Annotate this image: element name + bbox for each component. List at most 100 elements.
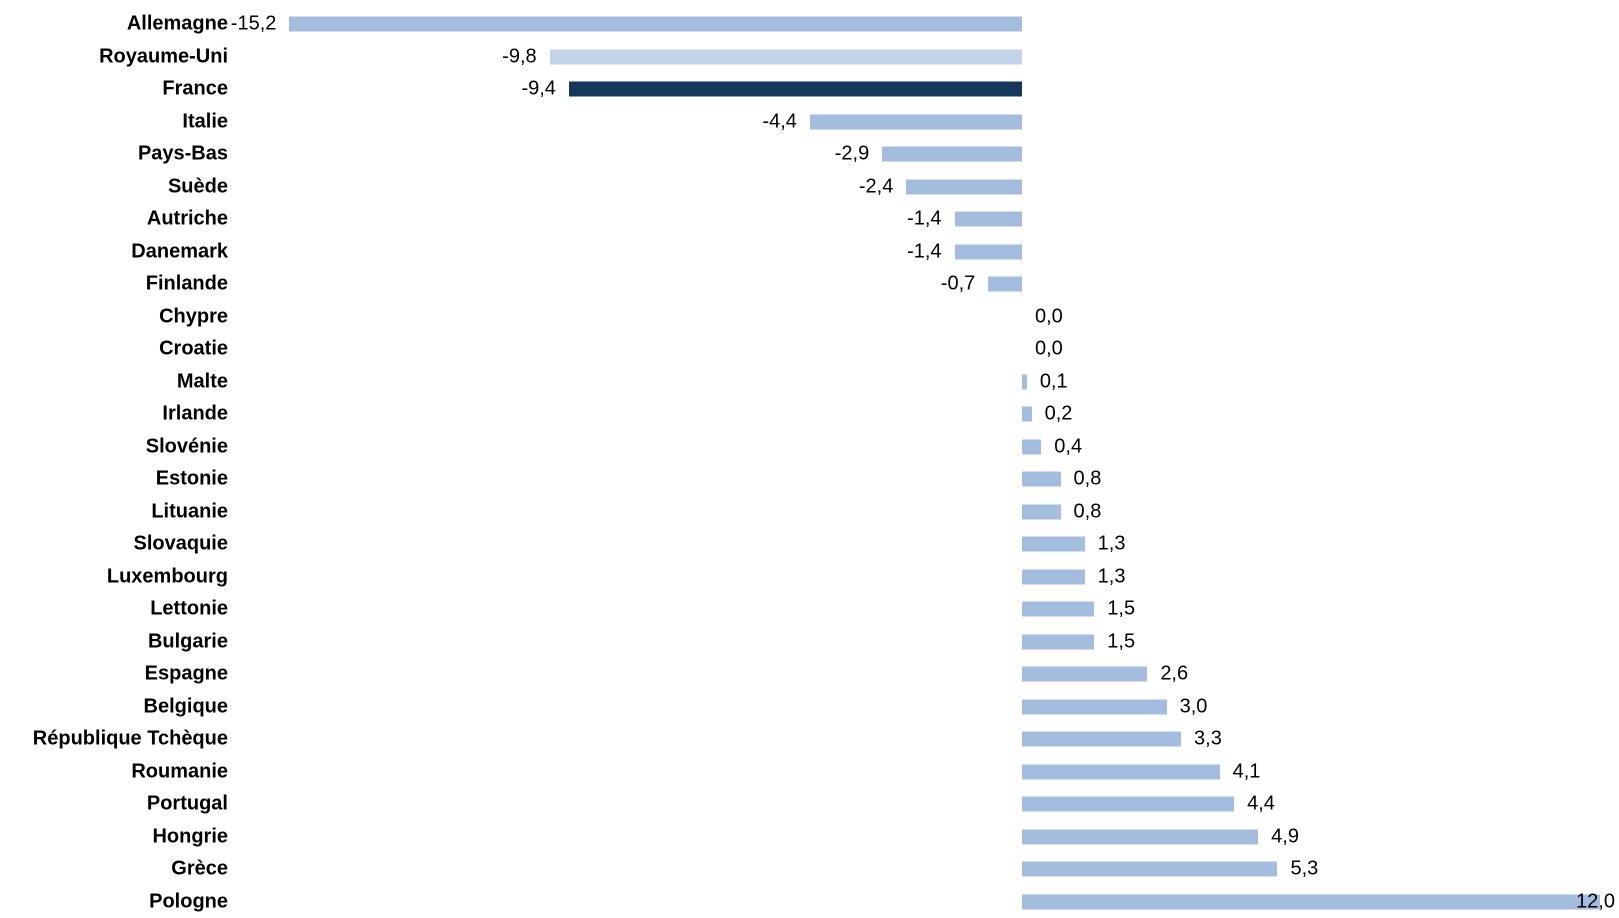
chart-row: Malte 0,1 [0,366,1619,399]
bar [1022,471,1061,487]
chart-row: Slovénie 0,4 [0,431,1619,464]
bar [1022,731,1182,747]
country-label: Luxembourg [106,565,228,588]
country-label: Belgique [143,695,228,718]
chart-row: Pays-Bas -2,9 [0,138,1619,171]
country-label: Suède [167,175,228,198]
bar [1022,699,1167,715]
value-label: -2,9 [834,142,870,165]
bar [1022,894,1601,910]
bar [1022,504,1061,520]
value-label: 2,6 [1160,662,1189,685]
chart-row: Danemark -1,4 [0,236,1619,269]
country-label: Slovaquie [133,532,228,555]
country-label: Finlande [145,272,228,295]
country-label: Croatie [159,337,228,360]
bar [906,179,1022,195]
bar [549,49,1022,65]
value-label: 1,3 [1097,565,1126,588]
chart-row: Autriche -1,4 [0,203,1619,236]
bar [1022,666,1148,682]
chart-row: Slovaquie 1,3 [0,528,1619,561]
country-label: Roumanie [131,760,228,783]
bar [1022,764,1220,780]
value-label: -2,4 [858,175,894,198]
country-label: Estonie [155,467,228,490]
chart-row: Croatie 0,0 [0,333,1619,366]
bar [1022,536,1085,552]
value-label: 0,0 [1035,337,1063,360]
country-label: Bulgarie [147,630,228,653]
value-label: 0,8 [1073,500,1102,523]
country-label: Portugal [146,792,228,815]
country-label: Lettonie [150,597,228,620]
chart-row: Italie -4,4 [0,106,1619,139]
bar [954,244,1022,260]
country-label: République Tchèque [32,727,228,750]
value-label: -9,4 [521,77,556,100]
bar [1022,634,1095,650]
country-label: Autriche [146,207,228,230]
value-label: 1,3 [1097,532,1126,555]
country-label: Chypre [159,305,228,328]
bar [809,114,1022,130]
country-label: Italie [182,110,228,133]
value-label: 0,1 [1039,370,1068,393]
bar [289,16,1022,32]
chart-row: Belgique 3,0 [0,691,1619,724]
chart-row: Bulgarie 1,5 [0,626,1619,659]
value-label: -9,8 [502,45,537,68]
bar [1022,601,1095,617]
chart-row: Espagne 2,6 [0,658,1619,691]
bar [1022,439,1042,455]
country-label: Royaume-Uni [99,45,228,68]
chart-row: Lettonie 1,5 [0,593,1619,626]
chart-row: Pologne 12,0 [0,886,1619,918]
bar [882,146,1022,162]
value-label: -4,4 [762,110,797,133]
value-label: 12,0 [1576,890,1615,913]
bar [1022,406,1032,422]
value-label: 0,0 [1035,305,1063,328]
value-label: 0,4 [1054,435,1083,458]
country-label: Allemagne [126,12,228,35]
country-label: Danemark [131,240,228,263]
bar [1022,796,1235,812]
country-label: France [162,77,228,100]
chart-row: Allemagne -15,2 [0,8,1619,41]
bar [568,81,1022,97]
value-label: 4,4 [1247,792,1275,815]
country-label: Slovénie [145,435,228,458]
country-label: Pologne [149,890,228,913]
value-label: 3,0 [1179,695,1208,718]
bar [1022,829,1259,845]
chart-row: Finlande -0,7 [0,268,1619,301]
chart-row: République Tchèque 3,3 [0,723,1619,756]
chart-row: Chypre 0,0 [0,301,1619,334]
country-label: Malte [176,370,228,393]
chart-row: Hongrie 4,9 [0,821,1619,854]
chart-row: Grèce 5,3 [0,853,1619,886]
country-label: Pays-Bas [137,142,228,165]
value-label: 5,3 [1290,857,1319,880]
bar [988,276,1022,292]
value-label: 1,5 [1107,597,1136,620]
chart-row: France -9,4 [0,73,1619,106]
chart-row: Roumanie 4,1 [0,756,1619,789]
bar [1022,374,1027,390]
country-label: Grèce [171,857,228,880]
value-label: 1,5 [1107,630,1136,653]
country-label: Espagne [144,662,228,685]
chart-row: Royaume-Uni -9,8 [0,41,1619,74]
value-label: -1,4 [907,207,942,230]
chart-row: Estonie 0,8 [0,463,1619,496]
bar [1022,569,1085,585]
chart-row: Suède -2,4 [0,171,1619,204]
chart-row: Lituanie 0,8 [0,496,1619,529]
chart-row: Irlande 0,2 [0,398,1619,431]
chart-row: Portugal 4,4 [0,788,1619,821]
country-label: Irlande [162,402,228,425]
value-label: -1,4 [907,240,942,263]
value-label: 4,9 [1271,825,1299,848]
